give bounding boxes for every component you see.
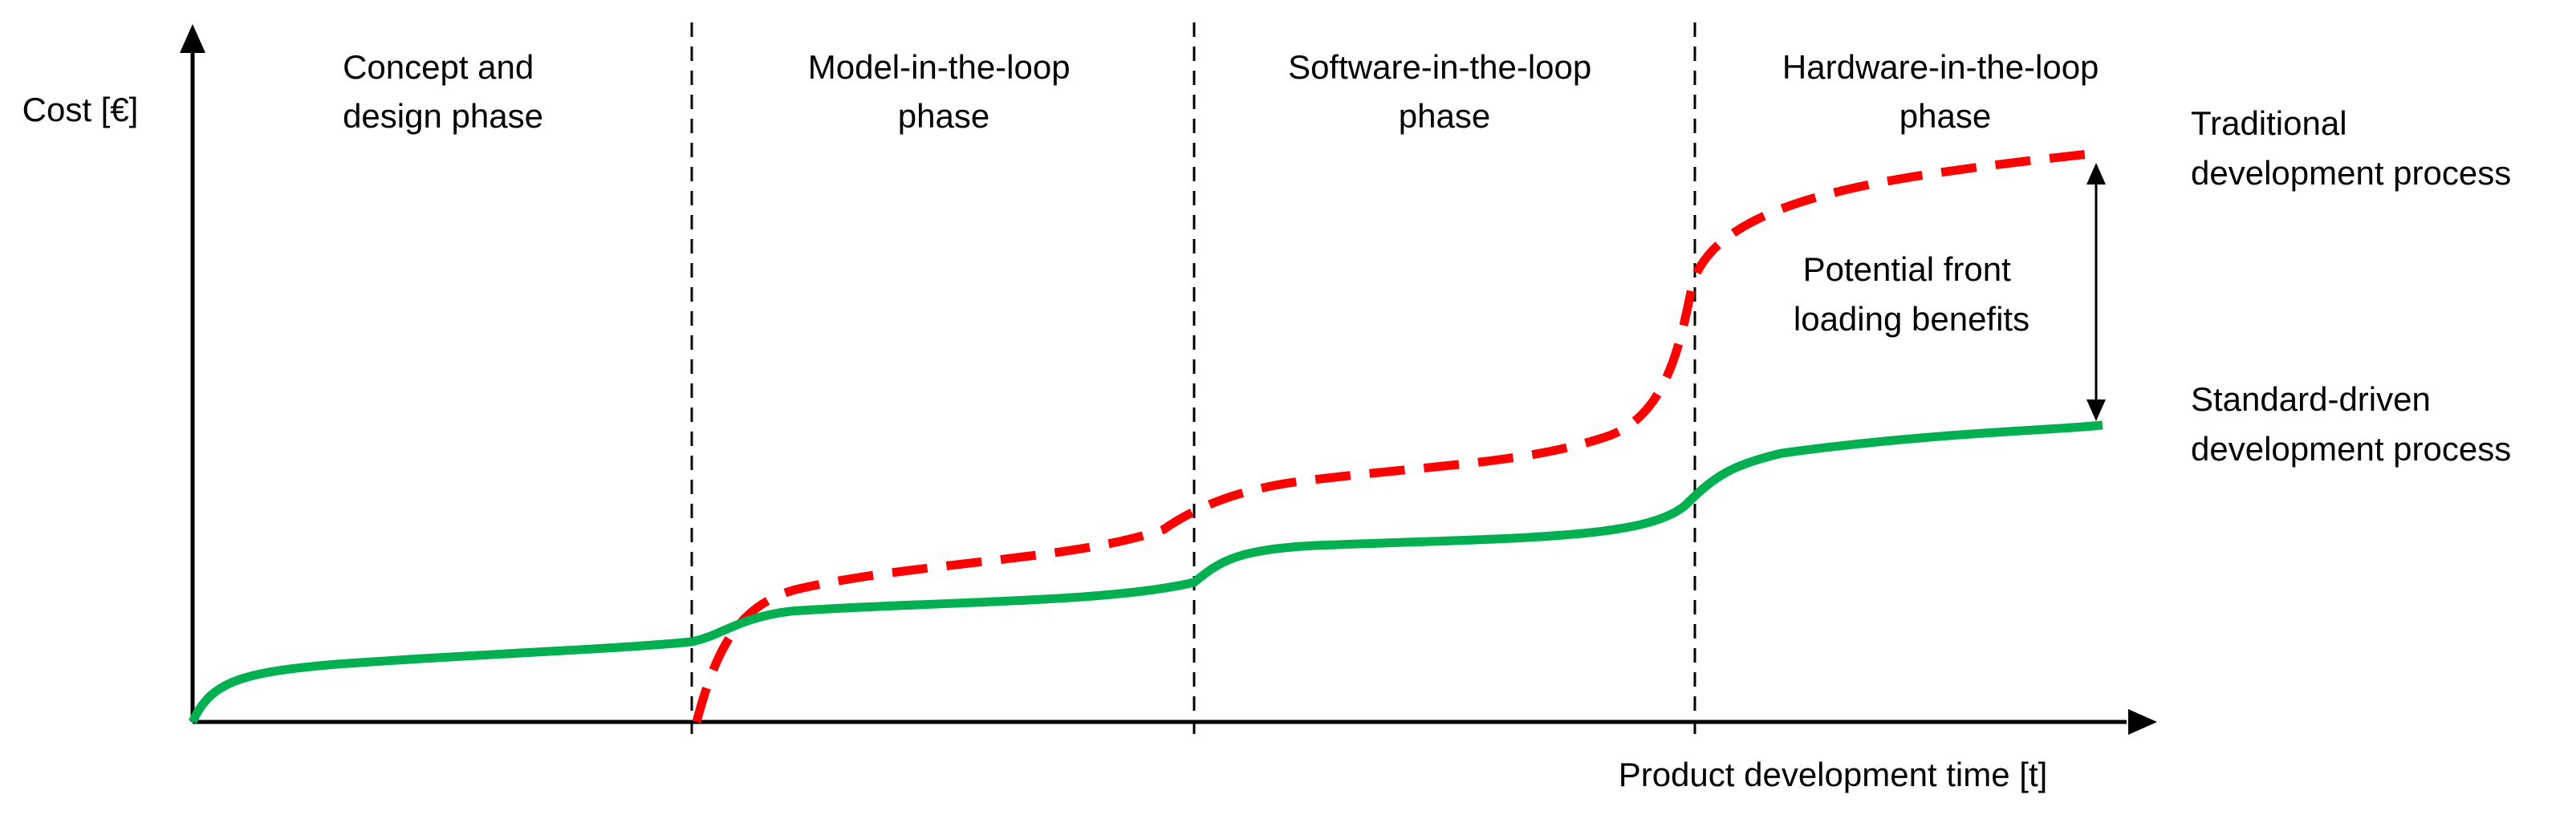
standard-process-label: Standard-driven development process (2191, 380, 2511, 468)
x-axis-label: Product development time [t] (1619, 756, 2048, 793)
phase-label-software-in-the-loop: Software-in-the-loop phase (1288, 48, 1601, 135)
y-axis-arrowhead (180, 24, 205, 53)
traditional-process-curve (692, 148, 2103, 724)
front-loading-benefits-label: Potential front loading benefits (1794, 250, 2030, 338)
benefit-gap-arrow-bottom-head (2086, 399, 2106, 421)
phase-label-concept: Concept and design phase (343, 48, 543, 135)
x-axis-arrowhead (2128, 709, 2157, 735)
benefit-gap-arrow-top-head (2086, 163, 2106, 184)
phase-label-model-in-the-loop: Model-in-the-loop phase (808, 48, 1080, 135)
phase-label-hardware-in-the-loop: Hardware-in-the-loop phase (1782, 48, 2108, 135)
standard-process-curve (188, 420, 2103, 724)
y-axis-label: Cost [€] (22, 91, 139, 128)
traditional-process-label: Traditional development process (2191, 104, 2511, 192)
